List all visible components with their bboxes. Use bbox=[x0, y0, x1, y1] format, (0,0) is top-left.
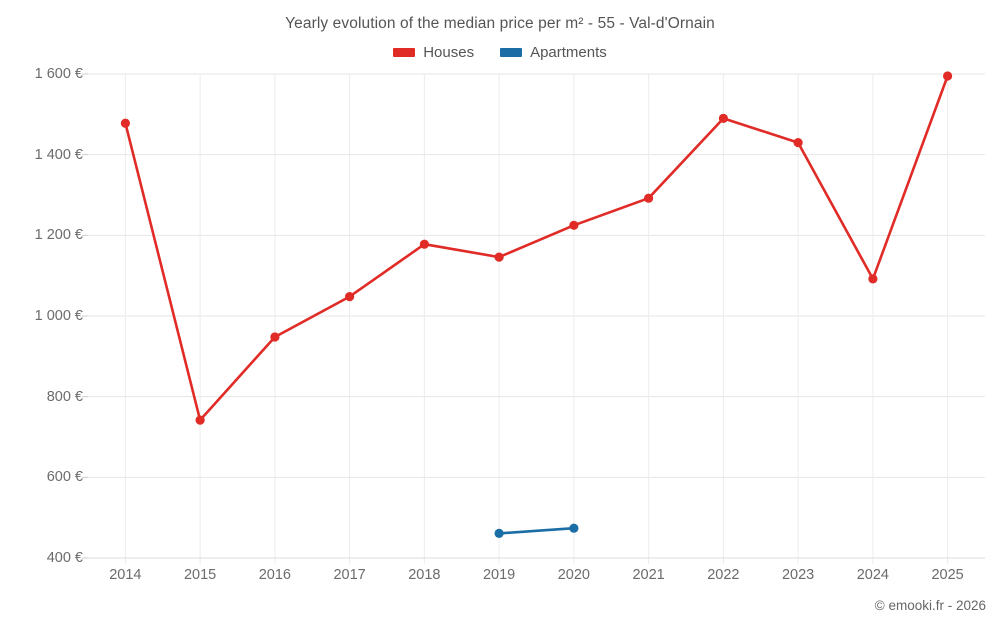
data-point[interactable]: Houses 2018: 1178 € bbox=[419, 239, 429, 249]
chart-legend: Houses Apartments bbox=[0, 44, 1000, 61]
legend-label-apartments: Apartments bbox=[530, 44, 607, 61]
data-point[interactable]: Houses 2022: 1490 € bbox=[718, 113, 729, 123]
data-point[interactable]: Houses 2016: 948 € bbox=[270, 332, 280, 342]
data-point[interactable]: Houses 2024: 1092 € bbox=[868, 274, 878, 284]
series-line-apartments bbox=[497, 526, 576, 535]
series-line-houses bbox=[124, 74, 949, 422]
data-point[interactable]: Houses 2014: 1478 € bbox=[120, 118, 130, 128]
y-axis-tick-label: 1 200 € bbox=[34, 227, 83, 244]
y-axis-tick-label: 1 400 € bbox=[34, 146, 83, 163]
y-axis-tick-label: 800 € bbox=[46, 388, 83, 405]
x-axis-tick-label: 2022 bbox=[707, 567, 740, 583]
copyright-footer: © emooki.fr - 2026 bbox=[874, 598, 986, 613]
x-axis-tick-label: 2020 bbox=[557, 567, 591, 583]
data-point[interactable]: Houses 2021: 1292 € bbox=[644, 193, 654, 203]
legend-swatch-houses bbox=[393, 48, 416, 57]
data-point[interactable]: Houses 2025: 1595 € bbox=[943, 71, 953, 81]
data-point[interactable]: Houses 2020: 1225 € bbox=[569, 220, 579, 230]
x-axis-tick-label: 2025 bbox=[931, 567, 964, 583]
x-axis-tick-label: 2024 bbox=[856, 567, 890, 583]
y-axis-tick-label: 600 € bbox=[46, 469, 83, 486]
x-axis-tick-label: 2023 bbox=[781, 567, 815, 583]
data-point[interactable]: Houses 2017: 1048 € bbox=[345, 292, 355, 302]
data-point[interactable]: Houses 2023: 1430 € bbox=[793, 138, 803, 148]
x-axis-tick-label: 2016 bbox=[258, 567, 292, 583]
data-point[interactable]: Houses 2015: 742 € bbox=[195, 415, 205, 425]
y-axis-tick-label: 1 000 € bbox=[34, 308, 83, 324]
x-axis-tick-label: 2018 bbox=[408, 567, 441, 583]
y-axis-tick-label: 1 600 € bbox=[34, 66, 83, 82]
y-axis-labels: 400 € 600 € 800 € 1 000 € 1 200 € 1 400 € 1 60… bbox=[0, 0, 83, 625]
data-point[interactable]: Apartments 2019: 461 € bbox=[494, 528, 504, 539]
data-point[interactable]: Houses 2019: 1146 € bbox=[494, 252, 504, 262]
x-axis-tick-label: 2019 bbox=[482, 567, 516, 583]
chart-title: Yearly evolution of the median price per… bbox=[285, 15, 715, 32]
x-axis-tick-label: 2015 bbox=[183, 567, 217, 583]
y-axis-tick-label: 400 € bbox=[46, 550, 83, 566]
legend-label-houses: Houses bbox=[423, 44, 475, 61]
data-point[interactable]: Apartments 2020: 474 € bbox=[569, 523, 579, 533]
legend-item-houses[interactable]: Houses bbox=[393, 44, 474, 61]
legend-swatch-apartments bbox=[500, 48, 523, 57]
legend-item-apartments[interactable]: Apartments bbox=[500, 44, 607, 61]
x-axis-tick-label: 2014 bbox=[109, 567, 142, 583]
x-axis-tick-label: 2021 bbox=[632, 567, 665, 583]
x-axis-tick-label: 2017 bbox=[333, 567, 366, 583]
